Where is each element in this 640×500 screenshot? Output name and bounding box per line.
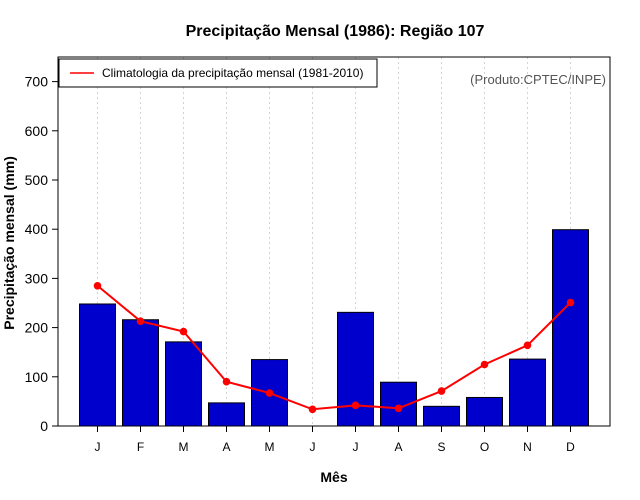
climatology-point-month-3: [179, 327, 188, 336]
x-tick-label: J: [310, 440, 316, 454]
climatology-point-month-11: [523, 341, 532, 350]
legend-box: [58, 58, 378, 88]
x-tick-label: N: [523, 440, 532, 454]
y-tick-label: 300: [25, 270, 49, 286]
y-tick-label: 700: [25, 74, 49, 90]
climatology-point-month-9: [437, 387, 446, 395]
x-tick-label: F: [137, 440, 144, 454]
bar-month-11: [509, 358, 546, 427]
x-tick-label: J: [353, 440, 359, 454]
y-tick-label: 500: [25, 172, 49, 188]
x-axis-label: Mês: [320, 469, 347, 485]
x-tick-label: S: [437, 440, 445, 454]
x-tick-label: M: [179, 440, 189, 454]
climatology-line: [96, 285, 572, 411]
y-tick-label: 0: [40, 418, 48, 434]
y-axis-label: Precipitação mensal (mm): [1, 156, 17, 330]
climatology-point-month-5: [265, 389, 274, 397]
bar-month-2: [122, 319, 159, 427]
legend-entry-label: Climatologia da precipitação mensal (198…: [102, 66, 363, 80]
climatology-point-month-10: [480, 360, 489, 369]
x-tick-label: M: [265, 440, 275, 454]
y-tick-label: 100: [25, 369, 49, 385]
bar-month-8: [380, 381, 417, 427]
x-tick-label: A: [394, 440, 402, 454]
climatology-point-month-6: [308, 405, 317, 414]
y-tick-label: 600: [25, 123, 49, 139]
source-annotation: (Produto:CPTEC/INPE): [470, 72, 606, 87]
climatology-point-month-1: [93, 281, 102, 290]
grid-lines: [97, 57, 571, 426]
climatology-point-month-2: [136, 317, 145, 326]
bar-month-9: [423, 405, 460, 427]
x-tick-label: A: [222, 440, 230, 454]
climatology-point-month-4: [222, 377, 231, 386]
bar-month-10: [466, 396, 503, 427]
chart-title: Precipitação Mensal (1986): Região 107: [186, 23, 485, 40]
climatology-point-month-7: [351, 401, 360, 410]
climatology-point-month-12: [566, 298, 575, 307]
legend: Climatologia da precipitação mensal (198…: [58, 58, 378, 88]
y-tick-label: 200: [25, 320, 49, 336]
y-tick-label: 400: [25, 221, 49, 237]
y-axis: 0 100 200 300 400 500 600 700: [25, 74, 58, 434]
climatology-line-series: [93, 281, 575, 414]
bar-month-4: [208, 402, 245, 427]
x-tick-label: D: [566, 440, 575, 454]
x-tick-label: J: [95, 440, 101, 454]
bar-month-1: [79, 303, 116, 427]
plot-frame: [57, 56, 611, 427]
bar-month-12: [552, 229, 589, 427]
climatology-point-month-8: [394, 404, 403, 413]
bar-month-3: [165, 341, 202, 427]
x-tick-label: O: [480, 440, 489, 454]
